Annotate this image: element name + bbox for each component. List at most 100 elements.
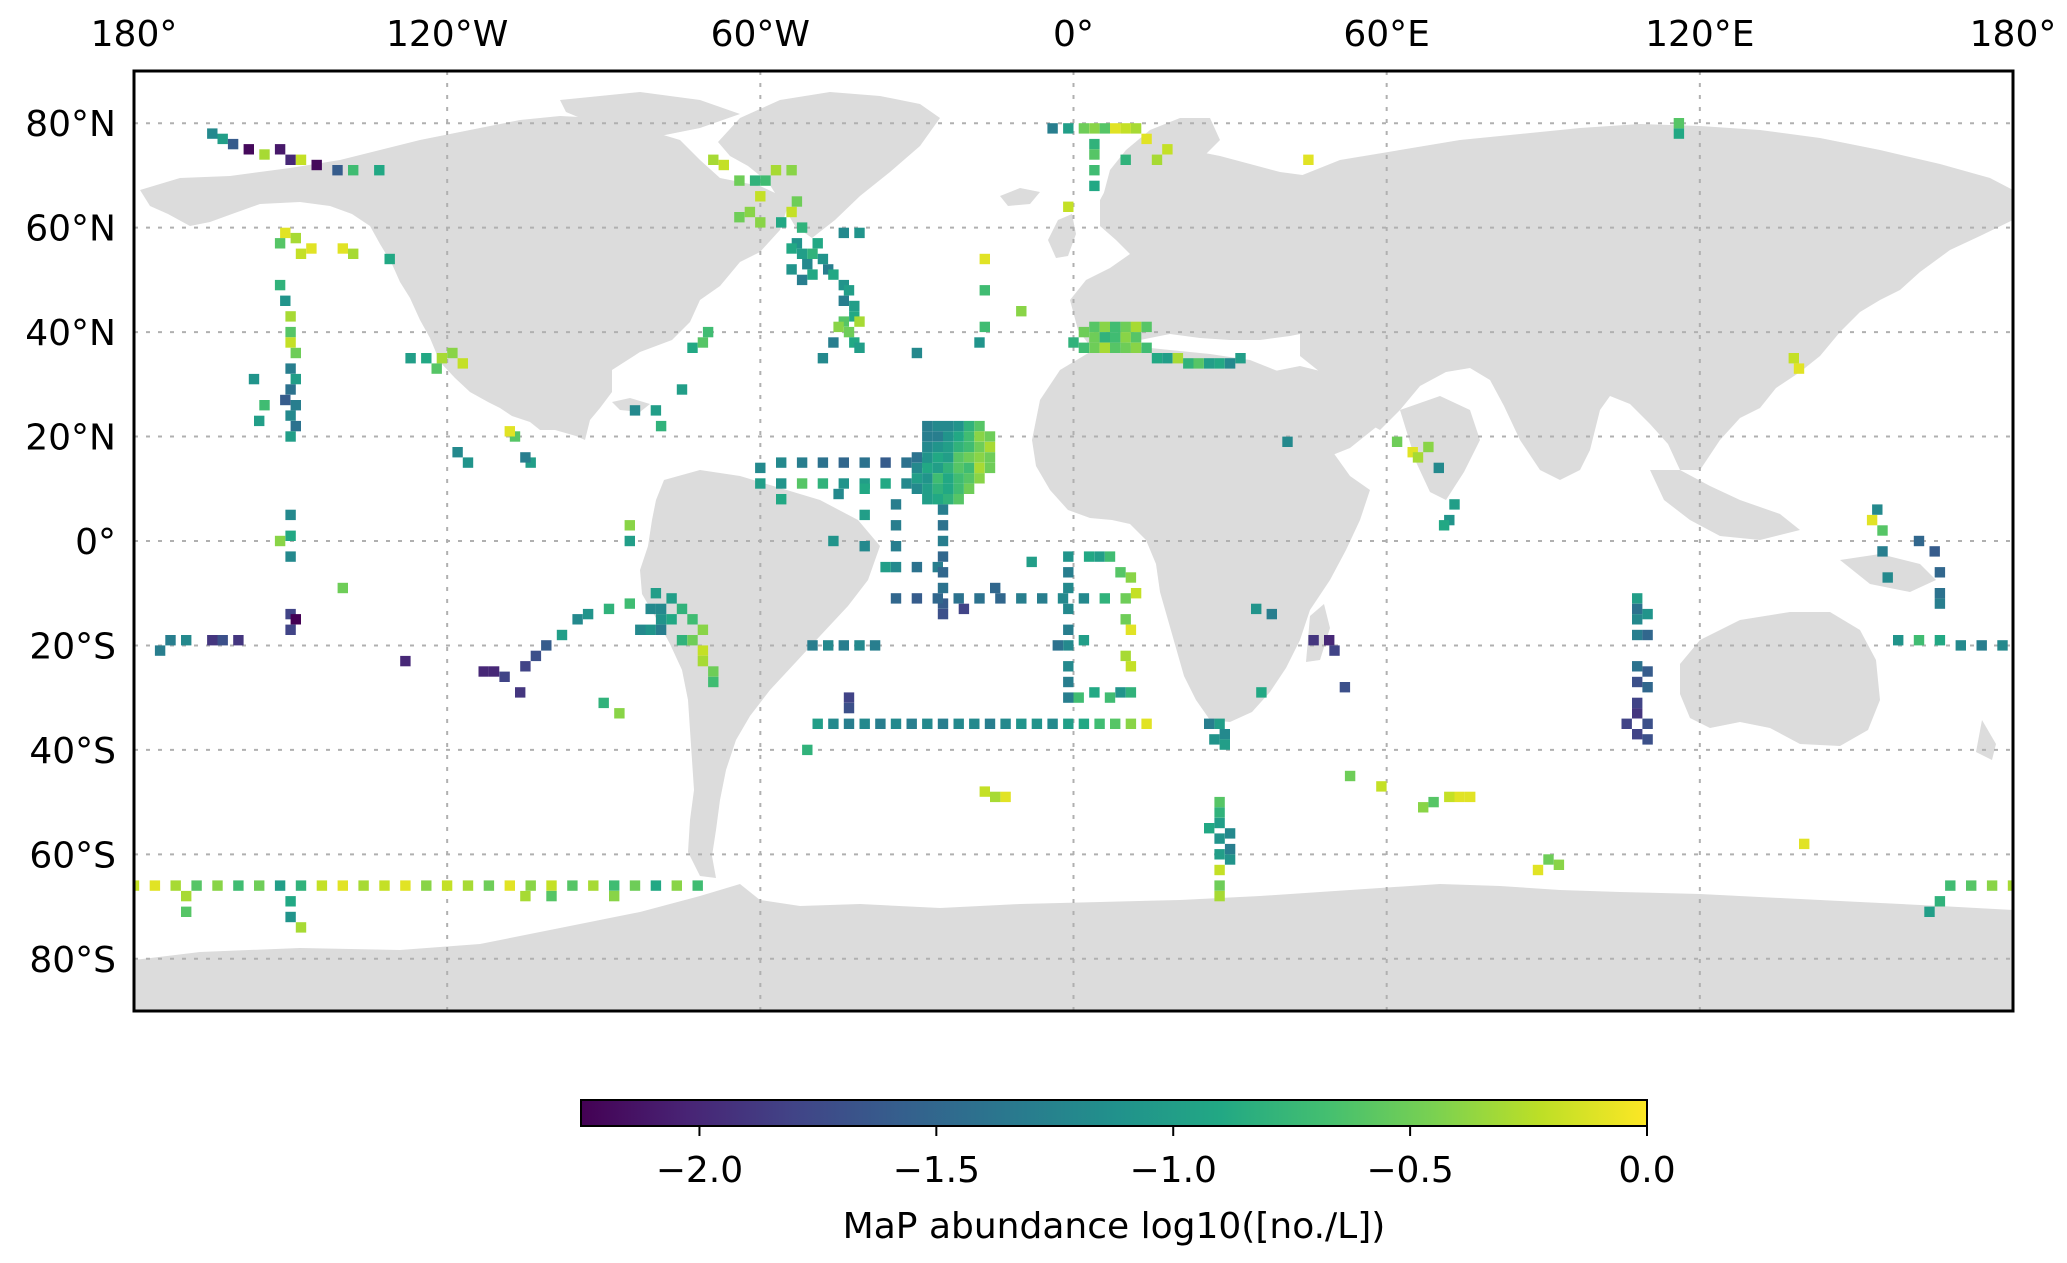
data-cell — [348, 165, 359, 176]
data-cell — [290, 400, 301, 411]
data-cell — [943, 473, 954, 484]
data-cell — [1120, 342, 1131, 353]
data-cell — [1893, 635, 1904, 646]
data-cell — [462, 880, 474, 891]
data-cell — [786, 264, 797, 275]
data-cell — [937, 520, 949, 531]
data-cell — [374, 165, 385, 176]
data-cell — [1099, 593, 1110, 604]
data-cell — [911, 561, 923, 573]
data-cell — [911, 483, 923, 494]
data-cell — [1110, 718, 1121, 729]
data-cell — [1204, 823, 1215, 834]
data-cell — [890, 718, 902, 729]
land-asia — [1300, 124, 2013, 480]
data-cell — [1089, 180, 1100, 192]
data-cell — [1120, 123, 1131, 134]
data-cell — [859, 509, 870, 521]
data-cell — [609, 890, 620, 902]
data-cell — [1632, 729, 1643, 740]
data-cell — [290, 420, 301, 432]
data-cell — [462, 457, 474, 468]
data-cell — [922, 494, 933, 505]
data-cell — [243, 144, 254, 155]
data-cell — [1083, 551, 1095, 562]
data-cell — [911, 473, 923, 484]
data-cell — [1642, 608, 1653, 620]
data-cell — [421, 880, 432, 891]
lat-tick-label: 80°N — [25, 104, 116, 145]
data-cell — [379, 880, 390, 891]
land-madagascar — [1306, 604, 1330, 662]
data-cell — [567, 880, 578, 891]
data-cell — [1632, 629, 1643, 641]
data-cell — [974, 473, 985, 484]
data-cell — [227, 138, 239, 150]
data-cell — [1115, 687, 1126, 698]
data-cell — [786, 206, 797, 218]
data-cell — [1793, 363, 1805, 374]
data-cell — [655, 603, 667, 615]
data-cell — [254, 415, 265, 427]
data-cell — [2018, 640, 2028, 650]
data-cell — [1329, 645, 1340, 656]
data-cell — [285, 509, 296, 521]
data-cell — [974, 337, 985, 348]
data-cell — [1214, 817, 1225, 829]
data-cell — [901, 457, 912, 468]
data-cell — [953, 462, 964, 474]
data-cell — [776, 217, 787, 228]
data-cell — [937, 608, 949, 620]
data-cell — [854, 342, 865, 353]
data-cell — [285, 326, 296, 338]
data-cell — [614, 708, 625, 719]
data-cell — [943, 462, 954, 474]
data-cell — [687, 635, 698, 646]
data-cell — [1219, 739, 1230, 750]
data-cell — [854, 640, 865, 651]
data-cell — [1125, 624, 1137, 635]
data-cell — [1945, 880, 1956, 891]
data-cell — [1308, 635, 1319, 646]
data-cell — [285, 551, 296, 562]
lon-tick-label: 120°E — [1645, 14, 1754, 55]
data-cell — [1877, 546, 1888, 557]
data-cell — [1339, 682, 1351, 693]
data-cell — [337, 880, 348, 891]
map-area — [134, 71, 2028, 1011]
data-cell — [676, 635, 688, 646]
data-cell — [687, 614, 698, 625]
data-cell — [823, 640, 834, 651]
data-cell — [880, 478, 891, 489]
data-cell — [1115, 567, 1126, 578]
data-cell — [1209, 734, 1220, 745]
data-cell — [1130, 321, 1142, 333]
data-cell — [995, 593, 1006, 604]
data-cell — [1078, 123, 1090, 134]
data-cell — [457, 358, 468, 369]
data-cell — [290, 232, 301, 244]
land-north-america — [140, 116, 790, 440]
data-cell — [1934, 635, 1946, 646]
data-cell — [817, 353, 829, 364]
data-cell — [734, 212, 745, 223]
data-cell — [979, 321, 990, 333]
data-cell — [817, 478, 829, 489]
data-cell — [1632, 614, 1643, 625]
data-cell — [812, 718, 823, 729]
data-cell — [786, 243, 797, 254]
data-cell — [1120, 321, 1131, 333]
data-cell — [974, 431, 985, 442]
data-cell — [702, 326, 714, 338]
data-cell — [1089, 165, 1100, 176]
data-cell — [749, 175, 761, 186]
data-cell — [1141, 718, 1152, 729]
data-cell — [760, 175, 771, 186]
data-cell — [650, 405, 662, 416]
data-cell — [1303, 154, 1314, 165]
data-cell — [937, 567, 949, 578]
data-cell — [932, 483, 943, 494]
data-cell — [358, 880, 369, 891]
data-cell — [1256, 687, 1267, 698]
land-caribbean — [612, 398, 650, 412]
